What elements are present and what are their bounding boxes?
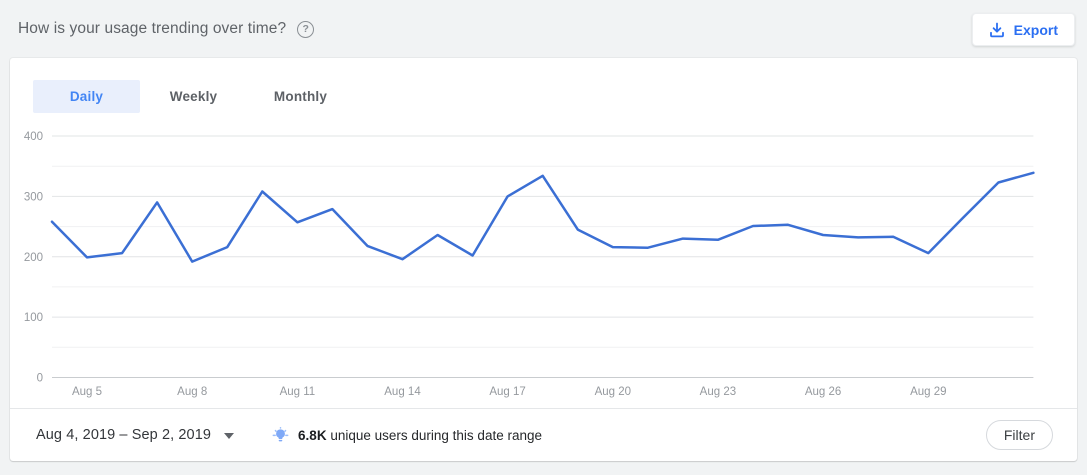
chart-footer: Aug 4, 2019 – Sep 2, 2019 6.8K unique us… — [10, 408, 1077, 461]
y-axis-label: 300 — [24, 191, 43, 203]
usage-chart-card: Daily Weekly Monthly 0 100 200 300 400 Aug 5 A… — [10, 58, 1077, 461]
x-axis-label: Aug 26 — [805, 386, 841, 398]
insight-text-wrap: 6.8K unique users during this date range — [298, 428, 542, 443]
help-icon[interactable]: ? — [297, 20, 315, 38]
x-axis-label: Aug 14 — [384, 386, 421, 398]
x-axis-label: Aug 17 — [489, 386, 525, 398]
insight-text: unique users during this date range — [330, 427, 542, 443]
y-axis-label: 100 — [24, 312, 43, 324]
date-range-selector[interactable]: Aug 4, 2019 – Sep 2, 2019 — [36, 427, 235, 443]
tab-daily[interactable]: Daily — [33, 80, 140, 113]
y-axis-label: 400 — [24, 131, 43, 143]
page-title-row: How is your usage trending over time? ? — [18, 0, 315, 58]
date-range-label: Aug 4, 2019 – Sep 2, 2019 — [36, 427, 212, 443]
chevron-down-icon — [224, 433, 235, 439]
usage-line-chart: 0 100 200 300 400 Aug 5 Aug 8 Aug 11 Aug 14 Aug 1… — [24, 131, 1035, 398]
export-button[interactable]: Export — [971, 13, 1075, 46]
download-icon — [989, 22, 1004, 37]
filter-button[interactable]: Filter — [985, 420, 1053, 450]
y-axis-label: 200 — [24, 252, 43, 264]
tab-weekly[interactable]: Weekly — [169, 89, 218, 104]
x-axis-label: Aug 23 — [700, 386, 736, 398]
usage-trend-line — [50, 171, 1035, 263]
interval-tabs: Daily Weekly Monthly — [33, 80, 354, 113]
x-axis-label: Aug 29 — [910, 386, 946, 398]
x-axis-label: Aug 11 — [280, 386, 316, 398]
lightbulb-icon — [272, 426, 289, 441]
insight-tip: 6.8K unique users during this date range — [270, 425, 542, 446]
tab-monthly[interactable]: Monthly — [273, 89, 328, 104]
x-axis-label: Aug 20 — [595, 386, 631, 398]
page-header: How is your usage trending over time? ? … — [0, 0, 1087, 58]
x-axis-label: Aug 8 — [177, 386, 207, 398]
x-axis-label: Aug 5 — [72, 386, 102, 398]
y-axis-label: 0 — [37, 373, 43, 385]
unique-users-count: 6.8K — [298, 427, 327, 443]
export-label: Export — [1013, 21, 1058, 38]
page-title: How is your usage trending over time? — [18, 20, 287, 37]
